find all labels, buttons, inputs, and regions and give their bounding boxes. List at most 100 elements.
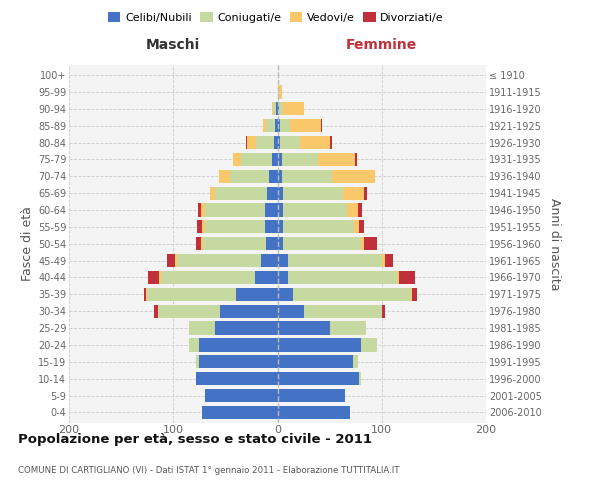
Bar xyxy=(293,288,411,301)
Bar xyxy=(277,220,283,234)
Bar xyxy=(332,170,376,183)
Text: Maschi: Maschi xyxy=(146,38,200,52)
Bar xyxy=(277,119,280,132)
Bar xyxy=(329,322,366,334)
Bar xyxy=(202,237,203,250)
Bar xyxy=(272,102,274,116)
Bar xyxy=(277,322,329,334)
Bar xyxy=(196,237,202,250)
Bar xyxy=(198,204,202,216)
Bar xyxy=(283,220,353,234)
Bar xyxy=(199,355,277,368)
Bar xyxy=(361,237,364,250)
Bar xyxy=(278,102,283,116)
Bar xyxy=(277,237,283,250)
Bar xyxy=(205,204,265,216)
Bar xyxy=(241,153,272,166)
Bar xyxy=(361,338,377,351)
Bar xyxy=(158,271,161,284)
Bar xyxy=(277,406,350,419)
Bar xyxy=(266,237,277,250)
Bar xyxy=(277,254,288,267)
Bar xyxy=(277,170,281,183)
Bar xyxy=(277,372,359,385)
Bar xyxy=(353,220,359,234)
Bar xyxy=(205,220,265,234)
Bar xyxy=(359,372,361,385)
Bar xyxy=(277,86,278,98)
Bar xyxy=(233,153,241,166)
Bar xyxy=(247,136,256,149)
Bar xyxy=(189,338,199,351)
Bar xyxy=(144,288,146,301)
Bar xyxy=(196,372,277,385)
Bar xyxy=(219,170,230,183)
Bar xyxy=(397,271,400,284)
Bar xyxy=(146,288,147,301)
Bar xyxy=(301,136,329,149)
Legend: Celibi/Nubili, Coniugati/e, Vedovi/e, Divorziati/e: Celibi/Nubili, Coniugati/e, Vedovi/e, Di… xyxy=(104,8,448,28)
Bar xyxy=(358,204,362,216)
Bar xyxy=(385,254,393,267)
Bar xyxy=(215,186,267,200)
Bar xyxy=(263,119,266,132)
Bar xyxy=(158,304,220,318)
Bar xyxy=(304,304,382,318)
Y-axis label: Fasce di età: Fasce di età xyxy=(20,206,34,281)
Bar xyxy=(321,119,322,132)
Bar xyxy=(347,204,358,216)
Bar xyxy=(203,237,266,250)
Bar xyxy=(274,136,277,149)
Bar xyxy=(256,136,274,149)
Bar xyxy=(364,186,367,200)
Bar xyxy=(288,254,382,267)
Bar xyxy=(382,304,385,318)
Bar xyxy=(202,204,205,216)
Bar xyxy=(148,271,158,284)
Bar xyxy=(277,288,293,301)
Bar xyxy=(283,204,347,216)
Bar xyxy=(277,204,283,216)
Bar xyxy=(272,153,277,166)
Bar xyxy=(277,304,304,318)
Bar xyxy=(290,119,321,132)
Bar xyxy=(154,304,158,318)
Bar xyxy=(277,136,280,149)
Bar xyxy=(411,288,412,301)
Bar xyxy=(353,355,358,368)
Bar xyxy=(277,355,353,368)
Bar xyxy=(199,338,277,351)
Text: COMUNE DI CARTIGLIANO (VI) - Dati ISTAT 1° gennaio 2011 - Elaborazione TUTTITALI: COMUNE DI CARTIGLIANO (VI) - Dati ISTAT … xyxy=(18,466,400,475)
Text: Femmine: Femmine xyxy=(346,38,418,52)
Bar xyxy=(246,136,247,149)
Y-axis label: Anni di nascita: Anni di nascita xyxy=(548,198,561,290)
Bar xyxy=(280,136,301,149)
Bar xyxy=(220,304,277,318)
Bar xyxy=(288,271,397,284)
Bar xyxy=(274,102,277,116)
Bar xyxy=(278,86,281,98)
Bar xyxy=(277,271,288,284)
Bar xyxy=(261,254,277,267)
Bar xyxy=(254,271,277,284)
Bar xyxy=(283,237,361,250)
Bar xyxy=(175,254,178,267)
Bar xyxy=(178,254,261,267)
Bar xyxy=(281,170,332,183)
Bar xyxy=(265,220,277,234)
Bar xyxy=(269,170,277,183)
Bar xyxy=(147,288,236,301)
Bar xyxy=(281,153,318,166)
Bar xyxy=(412,288,417,301)
Bar xyxy=(355,153,357,166)
Bar xyxy=(277,186,283,200)
Bar xyxy=(359,220,364,234)
Text: Popolazione per età, sesso e stato civile - 2011: Popolazione per età, sesso e stato civil… xyxy=(18,432,372,446)
Bar xyxy=(215,322,277,334)
Bar xyxy=(343,186,364,200)
Bar xyxy=(236,288,277,301)
Bar xyxy=(202,406,277,419)
Bar xyxy=(364,237,377,250)
Bar xyxy=(230,170,269,183)
Bar xyxy=(275,119,277,132)
